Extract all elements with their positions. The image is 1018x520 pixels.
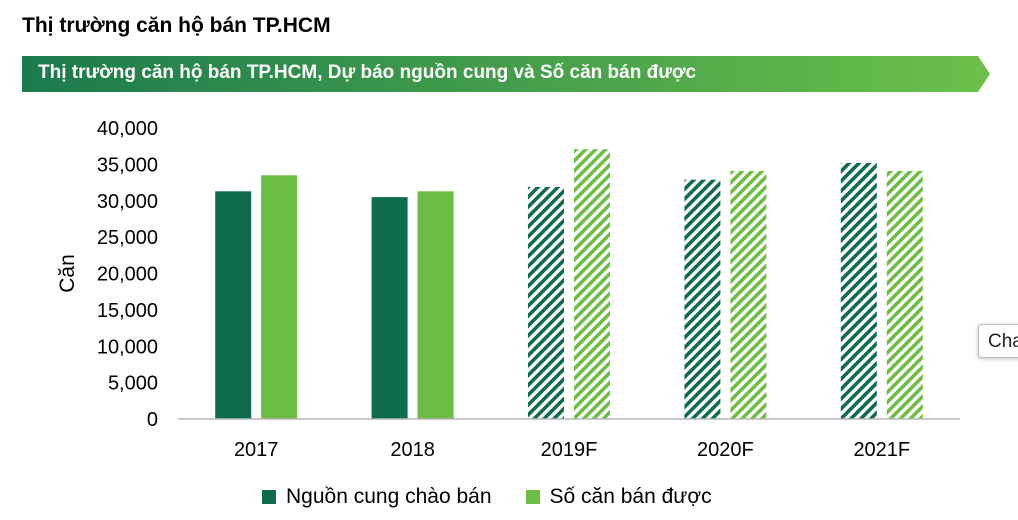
legend-swatch-sold — [525, 490, 540, 504]
x-tick-label: 2018 — [390, 439, 435, 461]
chart-legend: Nguồn cung chào bán Số căn bán được — [262, 485, 746, 509]
banner-shape — [22, 56, 990, 92]
bar-sold-2021F — [886, 170, 923, 419]
y-tick-label: 10,000 — [97, 336, 158, 358]
y-tick-label: 30,000 — [97, 191, 158, 213]
y-tick-label: 35,000 — [97, 154, 158, 176]
chart-title: Thị trường căn hộ bán TP.HCM, Dự báo ngu… — [38, 62, 697, 83]
legend-item-sold: Số căn bán được — [525, 485, 712, 509]
bar-sold-2019F — [574, 149, 610, 419]
page-title: Thị trường căn hộ bán TP.HCM — [22, 14, 331, 37]
bar-sold-2018 — [417, 191, 454, 419]
legend-item-supply: Nguồn cung chào bán — [262, 485, 492, 509]
y-tick-label: 0 — [147, 409, 158, 431]
x-tick-label: 2019F — [541, 439, 598, 461]
legend-label-sold: Số căn bán được — [549, 485, 712, 508]
bar-supply-2017 — [215, 191, 252, 419]
y-tick-label: 5,000 — [108, 373, 158, 395]
bar-supply-2018 — [371, 197, 408, 419]
y-tick-label: 15,000 — [97, 300, 158, 322]
bar-supply-2020F — [684, 179, 721, 419]
x-tick-label: 2017 — [234, 439, 279, 461]
tooltip-popup: Cha — [978, 324, 1018, 358]
bar-sold-2020F — [730, 170, 767, 419]
y-tick-label: 25,000 — [97, 227, 158, 249]
y-tick-label: 20,000 — [97, 264, 158, 286]
bar-supply-2021F — [840, 162, 877, 420]
y-tick-label: 40,000 — [97, 118, 158, 140]
legend-swatch-supply — [262, 490, 276, 504]
y-axis-label: Căn — [56, 254, 79, 293]
x-tick-label: 2020F — [697, 439, 754, 461]
x-tick-label: 2021F — [853, 439, 910, 461]
bar-supply-2019F — [528, 186, 564, 419]
bar-chart: Căn 0 5,000 10,000 15,000 20,000 25,000 30,000… — [56, 118, 960, 461]
chart-title-banner — [22, 56, 990, 92]
legend-label-supply: Nguồn cung chào bán — [286, 485, 492, 508]
bar-sold-2017 — [261, 175, 298, 419]
